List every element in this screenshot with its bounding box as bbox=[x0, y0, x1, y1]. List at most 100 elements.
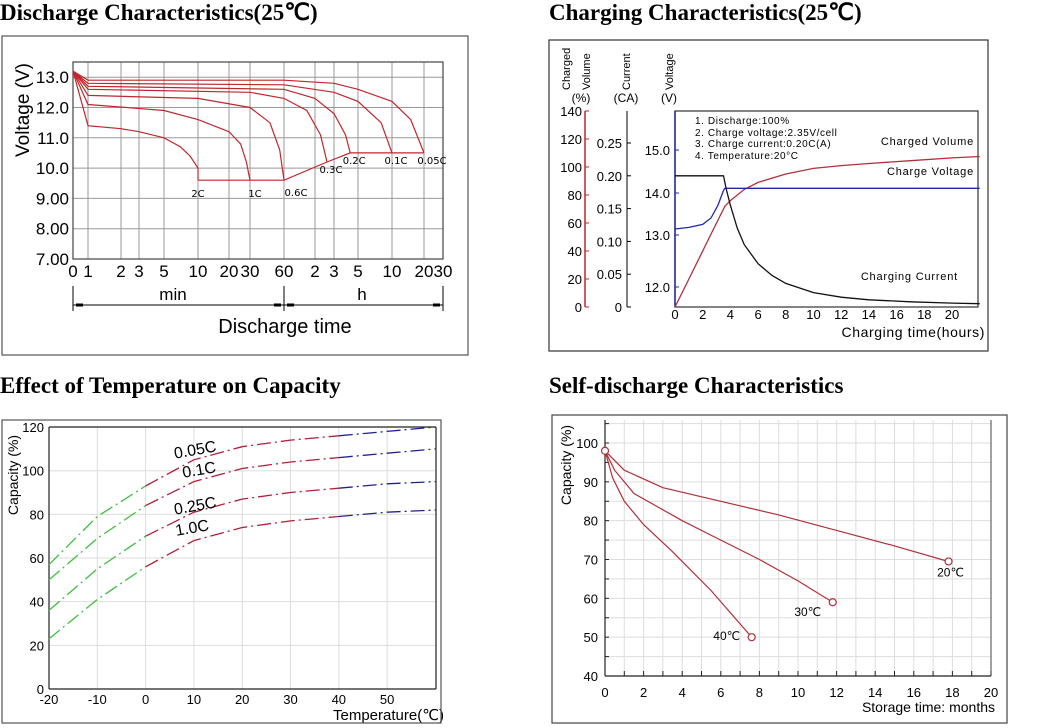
x-tick-label: 8 bbox=[782, 307, 789, 322]
chart-frame bbox=[548, 39, 989, 352]
capacity-curve bbox=[145, 487, 339, 537]
x-tick-label: 20 bbox=[945, 307, 959, 322]
discharge-chart-title: Discharge Characteristics(25℃) bbox=[0, 0, 318, 25]
x-tick-label: 4 bbox=[679, 685, 686, 700]
current-axis-unit: (CA) bbox=[614, 91, 639, 105]
capacity-curve bbox=[48, 535, 146, 611]
x-tick-label: 10 bbox=[189, 262, 208, 281]
y-tick-label: 80 bbox=[584, 514, 598, 529]
chart-frame bbox=[1, 35, 469, 356]
charged-tick-label: 40 bbox=[568, 244, 582, 259]
current-tick-label: 0.15 bbox=[597, 202, 622, 217]
x-tick-label: 10 bbox=[187, 692, 201, 707]
curve-label: 0.1C bbox=[181, 459, 217, 482]
self-discharge-x-axis-title: Storage time: months bbox=[862, 699, 995, 715]
x-tick-label: 0 bbox=[142, 692, 149, 707]
y-tick-label: 80 bbox=[30, 507, 44, 522]
y-tick-label: 11.0 bbox=[37, 129, 69, 148]
x-tick-label: 2 bbox=[310, 262, 319, 281]
x-tick-label: 4 bbox=[727, 307, 734, 322]
y-tick-label: 20 bbox=[30, 638, 44, 653]
y-tick-label: 100 bbox=[576, 436, 598, 451]
charging-curve bbox=[675, 175, 980, 305]
charging-curve bbox=[674, 155, 980, 308]
x-tick-label: 2 bbox=[640, 685, 647, 700]
charged-tick-label: 0 bbox=[575, 300, 582, 315]
x-tick-label: 6 bbox=[754, 307, 761, 322]
capacity-curve bbox=[48, 485, 146, 566]
current-tick-label: 0.05 bbox=[597, 267, 622, 282]
chart-frame bbox=[551, 414, 1008, 724]
current-axis-title: Current bbox=[621, 53, 633, 90]
x-tick-label: -20 bbox=[40, 692, 59, 707]
x-tick-label: 16 bbox=[889, 307, 903, 322]
charged-tick-label: 60 bbox=[568, 216, 582, 231]
x-tick-label: 20 bbox=[220, 262, 239, 281]
y-tick-label: 13.0 bbox=[36, 68, 69, 87]
discharge-x-unit-min: min bbox=[159, 285, 186, 304]
x-tick-label: 50 bbox=[380, 692, 394, 707]
capacity-curve bbox=[48, 566, 146, 640]
discharge-curve bbox=[72, 70, 285, 181]
curve-label: 0.05C bbox=[417, 156, 446, 167]
charged-axis-title-2: Volume bbox=[581, 53, 593, 90]
charged-tick-label: 100 bbox=[560, 160, 582, 175]
x-tick-label: 0 bbox=[68, 262, 77, 281]
series-label-charging-current: Charging Current bbox=[861, 271, 958, 283]
y-tick-label: 0 bbox=[37, 682, 44, 697]
discharge-curve bbox=[72, 70, 251, 181]
x-tick-label: 5 bbox=[159, 262, 168, 281]
self-discharge-curve bbox=[604, 450, 753, 638]
x-tick-label: 2 bbox=[699, 307, 706, 322]
charged-tick-label: 80 bbox=[568, 188, 582, 203]
end-point-marker bbox=[828, 598, 837, 607]
x-tick-label: 12 bbox=[829, 685, 843, 700]
discharge-curve bbox=[72, 70, 351, 154]
capacity-curve bbox=[145, 456, 339, 507]
x-tick-label: 20 bbox=[984, 685, 998, 700]
discharge-curve bbox=[72, 70, 425, 154]
x-tick-label: 30 bbox=[241, 262, 260, 281]
capacity-curve bbox=[338, 480, 436, 489]
y-tick-label: 120 bbox=[22, 420, 44, 435]
charged-tick-label: 140 bbox=[560, 104, 582, 119]
y-tick-label: 40 bbox=[30, 595, 44, 610]
x-tick-label: -10 bbox=[88, 692, 107, 707]
curve-label: 0.3C bbox=[320, 165, 343, 176]
charged-axis-title-1: Charged bbox=[561, 48, 573, 90]
current-tick-label: 0.20 bbox=[597, 169, 622, 184]
charged-tick-label: 120 bbox=[560, 132, 582, 147]
capacity-curve bbox=[145, 515, 339, 568]
curve-label: 2C bbox=[191, 189, 204, 200]
discharge-curve bbox=[72, 70, 199, 181]
x-tick-label: 40 bbox=[332, 692, 346, 707]
discharge-y-axis-title: Voltage (V) bbox=[13, 63, 34, 157]
x-tick-label: 16 bbox=[907, 685, 921, 700]
end-point-marker bbox=[944, 557, 953, 566]
voltage-tick-label: 14.0 bbox=[645, 186, 670, 201]
capacity-curve bbox=[338, 426, 436, 437]
voltage-tick-label: 15.0 bbox=[645, 143, 670, 158]
temperature-x-axis-title: Temperature(℃) bbox=[333, 707, 444, 724]
voltage-axis-title: Voltage bbox=[664, 53, 676, 90]
series-label-charge-voltage: Charge Voltage bbox=[887, 166, 974, 178]
x-tick-label: 2 bbox=[116, 262, 125, 281]
x-tick-label: 30 bbox=[434, 262, 453, 281]
curve-label: 0.25C bbox=[173, 494, 218, 518]
chart-frame bbox=[1, 419, 442, 724]
x-tick-label: 8 bbox=[756, 685, 763, 700]
x-tick-label: 20 bbox=[415, 262, 434, 281]
x-tick-label: 20 bbox=[235, 692, 249, 707]
x-tick-label: 10 bbox=[806, 307, 820, 322]
charging-note-3: 3. Charge current:0.20C(A) bbox=[695, 139, 831, 150]
y-tick-label: 12.0 bbox=[36, 99, 69, 118]
end-point-marker bbox=[747, 633, 756, 642]
discharge-curve bbox=[72, 70, 393, 154]
current-tick-label: 0 bbox=[615, 300, 622, 315]
curve-label: 1C bbox=[248, 189, 261, 200]
charging-note-4: 4. Temperature:20°C bbox=[695, 151, 799, 162]
y-tick-label: 10.0 bbox=[36, 159, 69, 178]
voltage-tick-label: 13.0 bbox=[645, 228, 670, 243]
curve-label: 20℃ bbox=[937, 565, 964, 579]
y-tick-label: 60 bbox=[30, 551, 44, 566]
